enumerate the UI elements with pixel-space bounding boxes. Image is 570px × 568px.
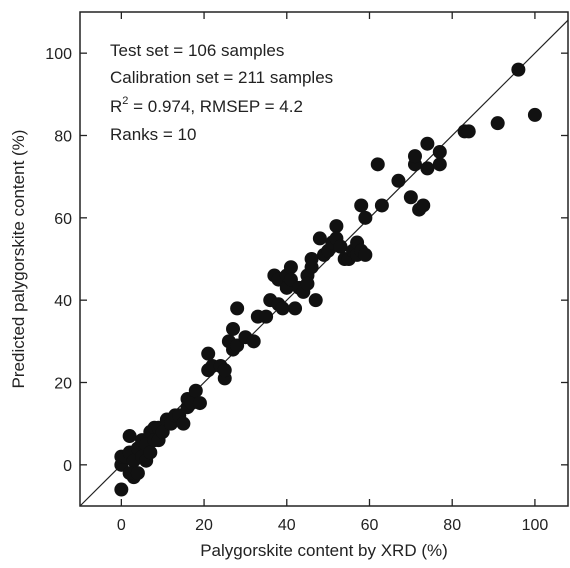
point bbox=[403, 190, 418, 205]
x-axis-title: Palygorskite content by XRD (%) bbox=[200, 541, 448, 560]
point bbox=[246, 334, 261, 349]
plot-frame bbox=[79, 11, 569, 507]
point bbox=[416, 198, 431, 213]
point bbox=[275, 301, 290, 316]
point bbox=[201, 346, 216, 361]
x-tick-label: 20 bbox=[195, 517, 213, 534]
point bbox=[188, 383, 203, 398]
annotation-sup: 2 bbox=[122, 95, 128, 107]
point bbox=[122, 429, 137, 444]
point bbox=[407, 149, 422, 164]
point bbox=[527, 107, 542, 122]
point bbox=[329, 219, 344, 234]
point bbox=[308, 293, 323, 308]
point bbox=[333, 239, 348, 254]
y-tick-label: 40 bbox=[54, 293, 72, 310]
point bbox=[192, 396, 207, 411]
point bbox=[300, 276, 315, 291]
point bbox=[358, 247, 373, 262]
point bbox=[432, 157, 447, 172]
y-tick-label: 100 bbox=[45, 46, 72, 63]
x-tick-label: 80 bbox=[443, 517, 461, 534]
point bbox=[114, 482, 129, 497]
point bbox=[259, 309, 274, 324]
point bbox=[490, 116, 505, 131]
x-tick-label: 0 bbox=[117, 517, 126, 534]
point bbox=[312, 231, 327, 246]
point bbox=[230, 301, 245, 316]
annotation: Calibration set = 211 samples bbox=[110, 68, 333, 87]
point bbox=[217, 363, 232, 378]
y-tick-label: 60 bbox=[54, 211, 72, 228]
x-tick-label: 100 bbox=[522, 517, 549, 534]
point bbox=[130, 466, 145, 481]
point bbox=[511, 62, 526, 77]
y-axis-title: Predicted palygorskite content (%) bbox=[9, 130, 28, 389]
point bbox=[358, 210, 373, 225]
point bbox=[420, 161, 435, 176]
annotation: Ranks = 10 bbox=[110, 125, 196, 144]
annotation: Test set = 106 samples bbox=[110, 41, 284, 60]
point bbox=[304, 252, 319, 266]
point bbox=[420, 136, 435, 151]
y-tick-label: 0 bbox=[63, 458, 72, 475]
point bbox=[461, 124, 476, 139]
point bbox=[226, 321, 241, 336]
y-tick-label: 80 bbox=[54, 129, 72, 146]
annotation: R2 = 0.974, RMSEP = 4.2 bbox=[110, 95, 303, 116]
point bbox=[288, 301, 303, 316]
x-tick-label: 60 bbox=[361, 517, 379, 534]
point bbox=[283, 260, 298, 275]
y-tick-label: 20 bbox=[54, 376, 72, 393]
point bbox=[176, 416, 191, 431]
point bbox=[143, 445, 158, 460]
point bbox=[370, 157, 385, 172]
point bbox=[354, 198, 369, 213]
point bbox=[374, 198, 389, 213]
annotation-part: = 0.974, RMSEP = 4.2 bbox=[128, 97, 303, 116]
annotation-part: R bbox=[110, 97, 122, 116]
x-tick-label: 40 bbox=[278, 517, 296, 534]
point bbox=[391, 173, 406, 188]
point bbox=[432, 144, 447, 159]
